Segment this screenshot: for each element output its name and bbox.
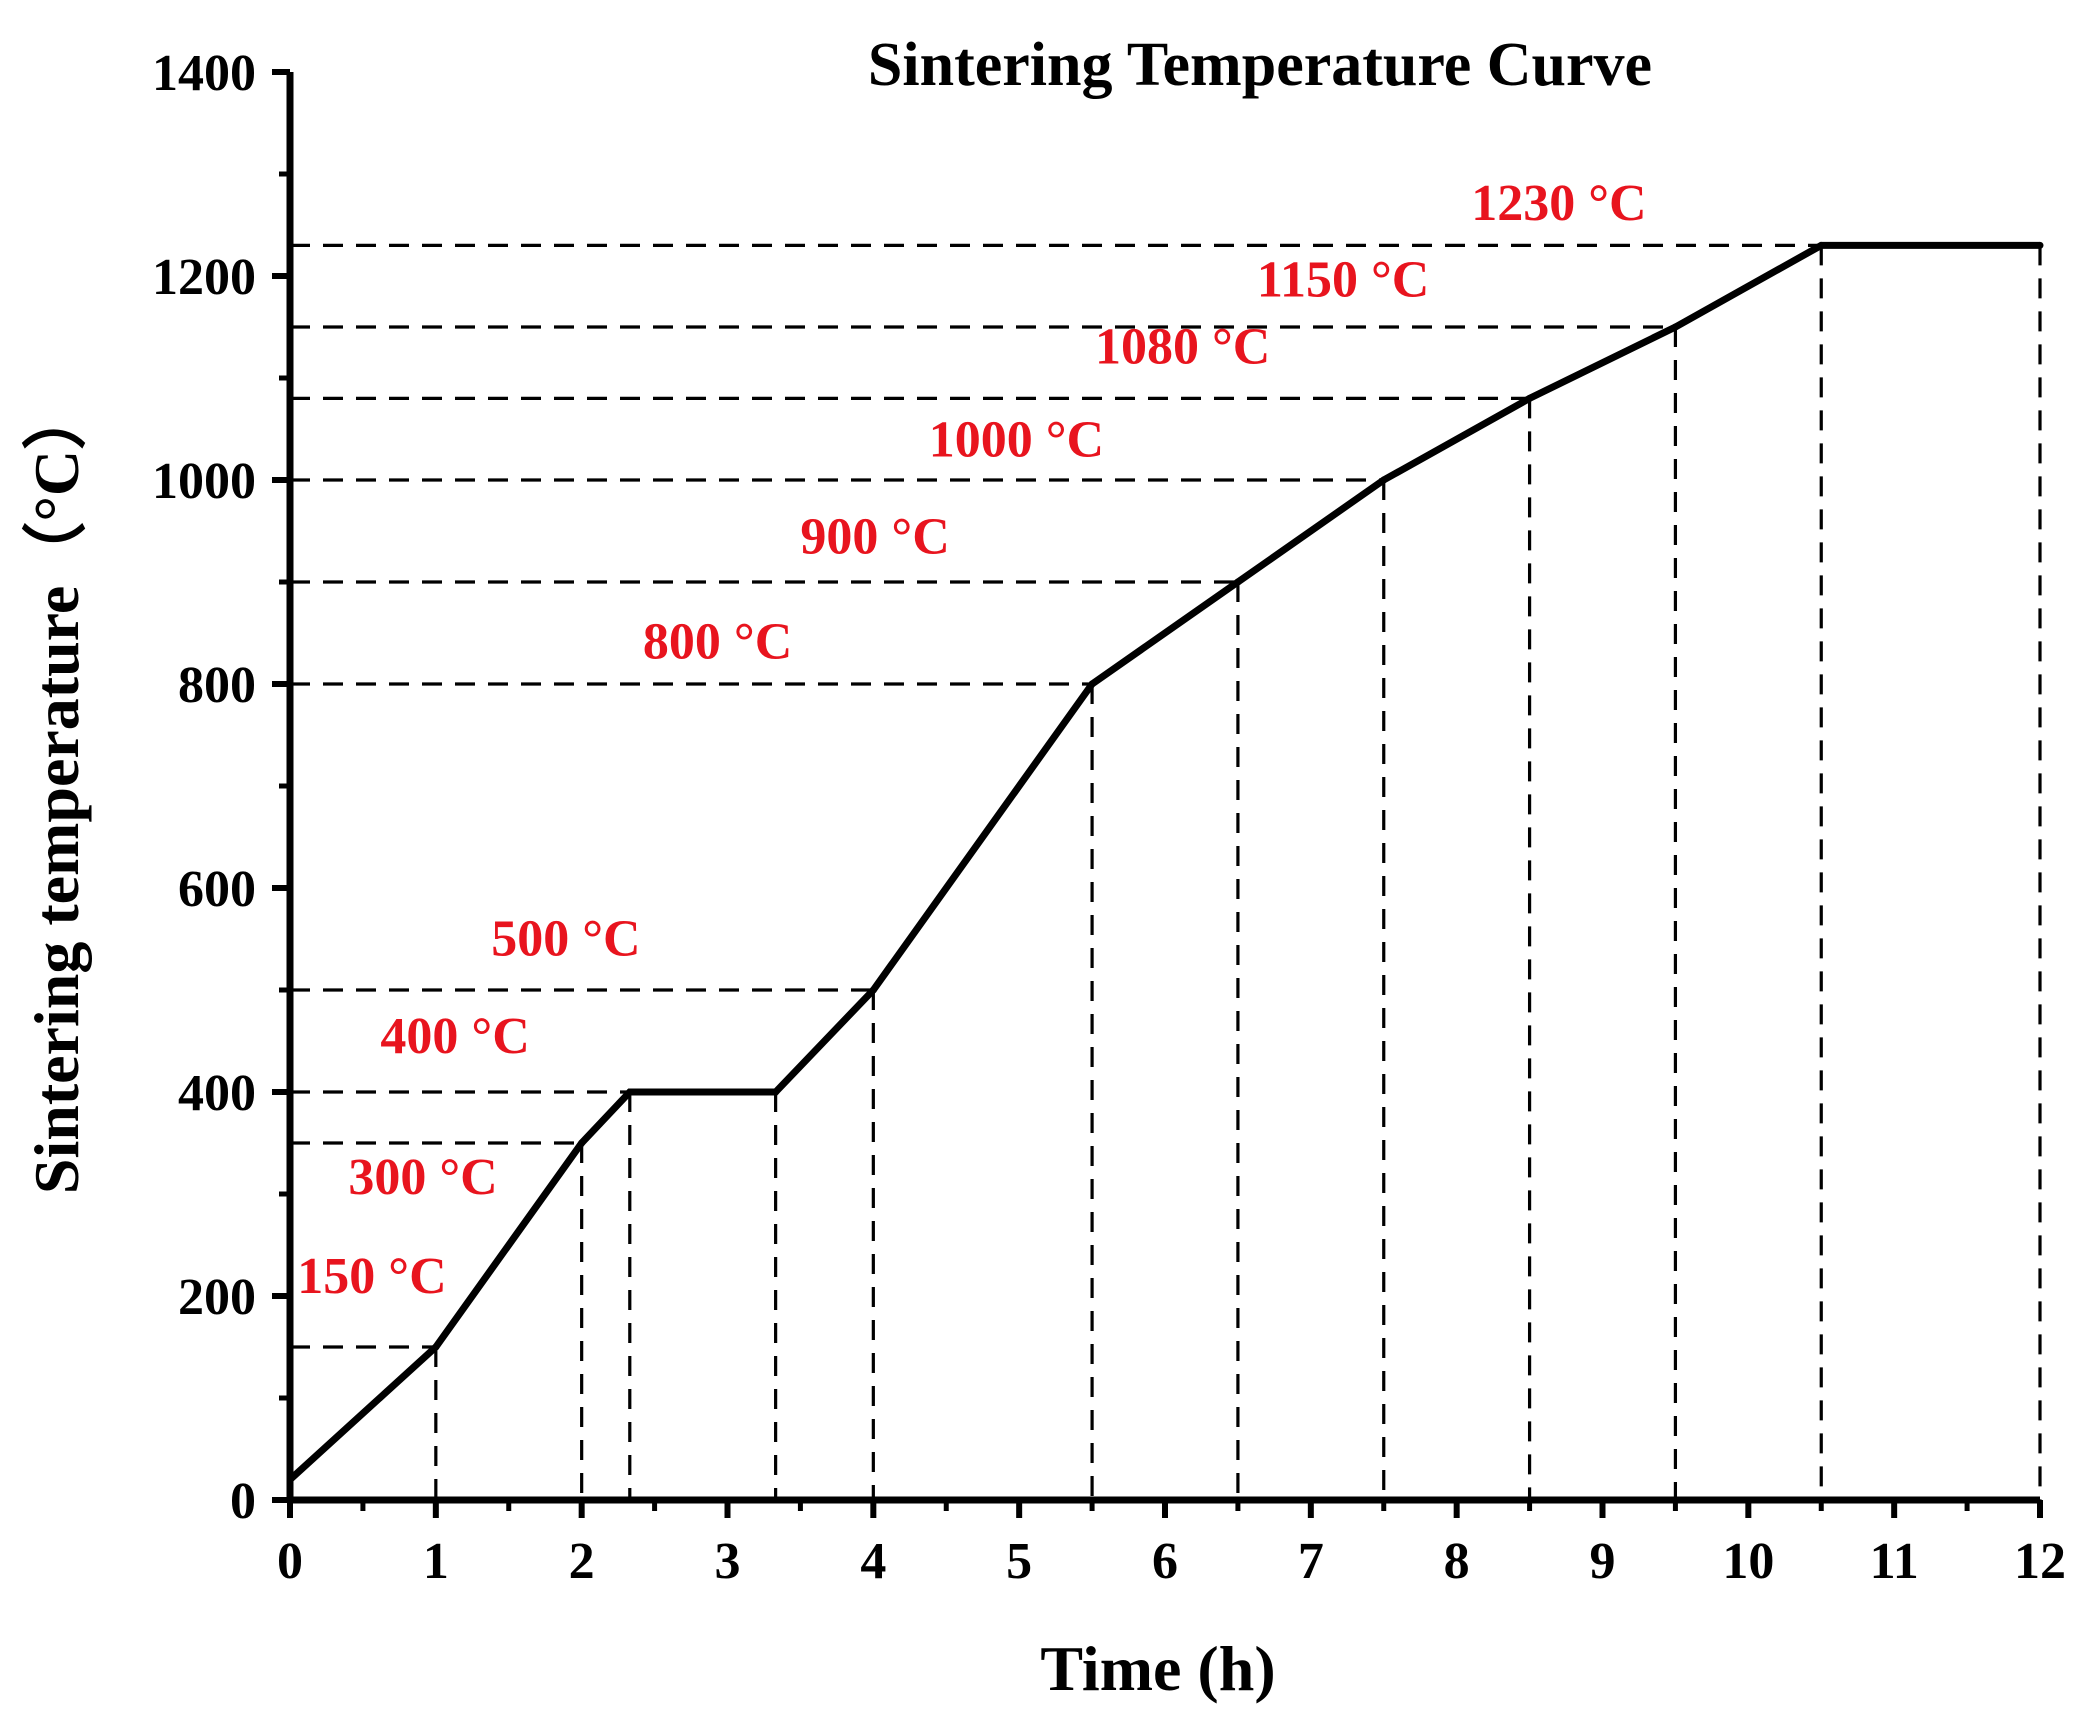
temperature-annotation: 150 °C xyxy=(297,1248,446,1305)
curve-point xyxy=(626,1088,634,1096)
x-tick-label: 0 xyxy=(277,1533,303,1590)
y-tick-label: 1400 xyxy=(152,45,256,102)
x-tick-label: 11 xyxy=(1870,1533,1919,1590)
curve-point xyxy=(1817,241,1825,249)
curve-point xyxy=(772,1088,780,1096)
chart-title: Sintering Temperature Curve xyxy=(868,31,1652,99)
x-tick-label: 10 xyxy=(1722,1533,1774,1590)
x-tick-label: 8 xyxy=(1444,1533,1470,1590)
curve-point xyxy=(578,1139,586,1147)
temperature-annotation: 1000 °C xyxy=(929,412,1104,469)
x-tick-label: 5 xyxy=(1006,1533,1032,1590)
x-tick-label: 2 xyxy=(569,1533,595,1590)
y-tick-label: 600 xyxy=(178,861,256,918)
x-tick-label: 7 xyxy=(1298,1533,1324,1590)
temperature-annotation: 1150 °C xyxy=(1257,251,1429,308)
x-tick-label: 6 xyxy=(1152,1533,1178,1590)
temperature-annotation: 900 °C xyxy=(800,508,949,565)
temperature-annotation: 500 °C xyxy=(491,910,640,967)
curve-point xyxy=(869,986,877,994)
y-tick-label: 1000 xyxy=(152,453,256,510)
x-tick-label: 9 xyxy=(1590,1533,1616,1590)
curve-point xyxy=(1526,394,1534,402)
curve-point xyxy=(2036,241,2044,249)
y-tick-label: 0 xyxy=(230,1473,256,1530)
x-tick-label: 3 xyxy=(715,1533,741,1590)
temperature-annotation: 800 °C xyxy=(643,614,792,671)
curve-point xyxy=(432,1343,440,1351)
y-tick-label: 1200 xyxy=(152,249,256,306)
y-tick-label: 400 xyxy=(178,1065,256,1122)
y-tick-label: 800 xyxy=(178,657,256,714)
curve-point xyxy=(1234,578,1242,586)
temperature-annotation: 300 °C xyxy=(348,1149,497,1206)
y-tick-label: 200 xyxy=(178,1269,256,1326)
curve-point xyxy=(286,1476,294,1484)
temperature-annotation: 1230 °C xyxy=(1471,175,1646,232)
curve-point xyxy=(1380,476,1388,484)
x-tick-label: 12 xyxy=(2014,1533,2066,1590)
ticks: 0 1 2 3 4 5 6 7 8 9 10 11 12020040060080010001200140… xyxy=(152,45,2066,1590)
x-axis-label: Time (h) xyxy=(1040,1633,1275,1704)
reference-lines xyxy=(290,243,2042,1500)
temperature-annotation: 1080 °C xyxy=(1095,319,1270,376)
temperature-annotation: 400 °C xyxy=(380,1008,529,1065)
curve-point xyxy=(1671,323,1679,331)
series-group xyxy=(286,241,2044,1484)
y-axis-label: Sintering temperature（°C） xyxy=(21,386,92,1194)
x-tick-label: 4 xyxy=(860,1533,886,1590)
x-tick-label: 1 xyxy=(423,1533,449,1590)
curve-point xyxy=(1088,680,1096,688)
